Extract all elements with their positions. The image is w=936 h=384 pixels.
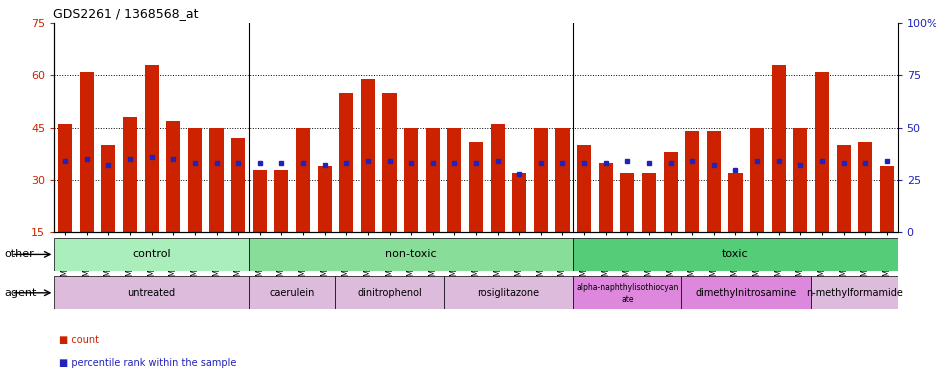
Bar	[534, 127, 548, 232]
Bar	[54, 276, 249, 309]
Bar	[857, 142, 871, 232]
Bar	[249, 238, 573, 271]
Bar	[468, 142, 483, 232]
Bar	[641, 173, 655, 232]
Text: other: other	[5, 249, 35, 260]
Bar	[210, 127, 224, 232]
Text: ate: ate	[621, 295, 633, 305]
Text: dimethylnitrosamine: dimethylnitrosamine	[695, 288, 796, 298]
Bar	[58, 124, 72, 232]
Bar	[253, 170, 267, 232]
Bar	[54, 238, 249, 271]
Bar	[490, 124, 505, 232]
Bar	[187, 127, 202, 232]
Bar	[814, 72, 828, 232]
Bar	[879, 166, 893, 232]
Bar	[512, 173, 526, 232]
Text: ■ count: ■ count	[59, 335, 99, 345]
Bar	[249, 276, 335, 309]
Text: ■ percentile rank within the sample: ■ percentile rank within the sample	[59, 358, 236, 368]
Bar	[680, 276, 811, 309]
Bar	[403, 127, 417, 232]
Bar	[555, 127, 569, 232]
Bar	[166, 121, 180, 232]
Bar	[360, 79, 374, 232]
Text: agent: agent	[5, 288, 37, 298]
Bar	[123, 117, 137, 232]
Bar	[382, 93, 396, 232]
Bar	[577, 145, 591, 232]
Text: non-toxic: non-toxic	[385, 249, 436, 260]
Bar	[771, 65, 785, 232]
Bar	[144, 65, 158, 232]
Bar	[80, 72, 94, 232]
Bar	[274, 170, 288, 232]
Bar	[836, 145, 850, 232]
Text: untreated: untreated	[127, 288, 176, 298]
Bar	[101, 145, 115, 232]
Bar	[811, 276, 897, 309]
Bar	[443, 276, 573, 309]
Text: alpha-naphthylisothiocyan: alpha-naphthylisothiocyan	[576, 283, 678, 292]
Bar	[317, 166, 331, 232]
Bar	[573, 238, 897, 271]
Bar	[231, 138, 245, 232]
Text: caerulein: caerulein	[270, 288, 314, 298]
Text: n-methylformamide: n-methylformamide	[805, 288, 902, 298]
Bar	[335, 276, 443, 309]
Bar	[446, 127, 461, 232]
Bar	[749, 127, 764, 232]
Bar	[663, 152, 677, 232]
Bar	[425, 127, 439, 232]
Bar	[296, 127, 310, 232]
Bar	[620, 173, 634, 232]
Text: GDS2261 / 1368568_at: GDS2261 / 1368568_at	[52, 7, 197, 20]
Bar	[684, 131, 698, 232]
Bar	[339, 93, 353, 232]
Text: dinitrophenol: dinitrophenol	[357, 288, 421, 298]
Text: control: control	[132, 249, 170, 260]
Text: toxic: toxic	[722, 249, 748, 260]
Text: rosiglitazone: rosiglitazone	[476, 288, 539, 298]
Bar	[573, 276, 680, 309]
Bar	[727, 173, 741, 232]
Bar	[598, 162, 612, 232]
Bar	[793, 127, 807, 232]
Bar	[706, 131, 720, 232]
